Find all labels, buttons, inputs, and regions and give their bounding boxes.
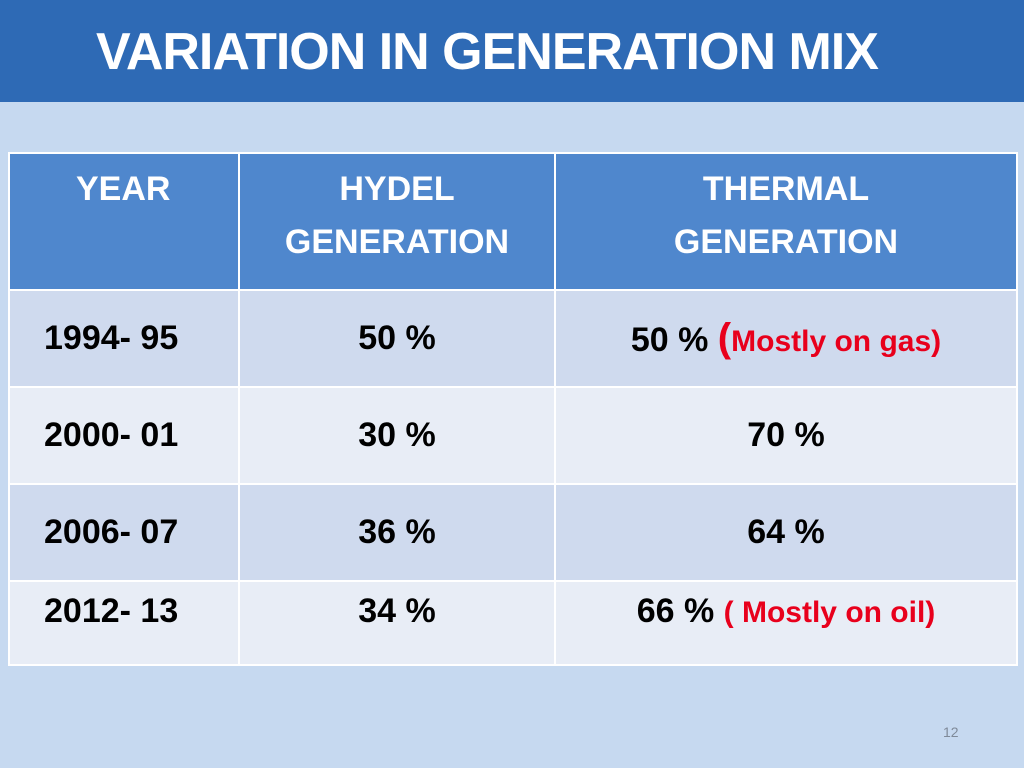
thermal-note: Mostly on gas) <box>731 325 942 358</box>
header-thermal-line1: THERMAL <box>702 170 870 208</box>
title-bar: VARIATION IN GENERATION MIX <box>0 0 1024 102</box>
thermal-note-paren: ( <box>717 316 732 360</box>
year-cell: 2012- 13 <box>8 580 240 666</box>
header-year: YEAR <box>8 152 240 291</box>
thermal-cell: 66 % ( Mostly on oil) <box>554 580 1018 666</box>
hydel-cell: 36 % <box>238 483 556 582</box>
thermal-note: ( Mostly on oil) <box>723 596 936 629</box>
page-number: 12 <box>943 724 959 740</box>
hydel-cell: 30 % <box>238 386 556 485</box>
header-thermal-line2: GENERATION <box>673 223 899 261</box>
thermal-cell: 64 % <box>554 483 1018 582</box>
table-header-row: YEAR HYDEL GENERATION THERMAL GENERATION <box>8 152 1018 291</box>
year-cell: 1994- 95 <box>8 289 240 388</box>
hydel-cell: 50 % <box>238 289 556 388</box>
header-year-label: YEAR <box>76 170 171 208</box>
header-hydel-line2: GENERATION <box>284 223 510 261</box>
table-row: 2012- 13 34 % 66 % ( Mostly on oil) <box>8 580 1018 666</box>
thermal-cell: 70 % <box>554 386 1018 485</box>
hydel-cell: 34 % <box>238 580 556 666</box>
thermal-value: 66 % <box>636 592 715 630</box>
table-row: 1994- 95 50 % 50 % (Mostly on gas) <box>8 289 1018 388</box>
year-cell: 2000- 01 <box>8 386 240 485</box>
thermal-value: 50 % <box>630 321 709 359</box>
thermal-value: 64 % <box>747 513 825 551</box>
thermal-cell: 50 % (Mostly on gas) <box>554 289 1018 388</box>
year-cell: 2006- 07 <box>8 483 240 582</box>
header-thermal: THERMAL GENERATION <box>554 152 1018 291</box>
slide-title: VARIATION IN GENERATION MIX <box>96 23 879 81</box>
table-row: 2000- 01 30 % 70 % <box>8 386 1018 485</box>
table-row: 2006- 07 36 % 64 % <box>8 483 1018 582</box>
header-hydel-line1: HYDEL <box>339 170 455 208</box>
generation-mix-table: YEAR HYDEL GENERATION THERMAL GENERATION… <box>8 152 1018 666</box>
thermal-value: 70 % <box>747 416 825 454</box>
header-hydel: HYDEL GENERATION <box>238 152 556 291</box>
